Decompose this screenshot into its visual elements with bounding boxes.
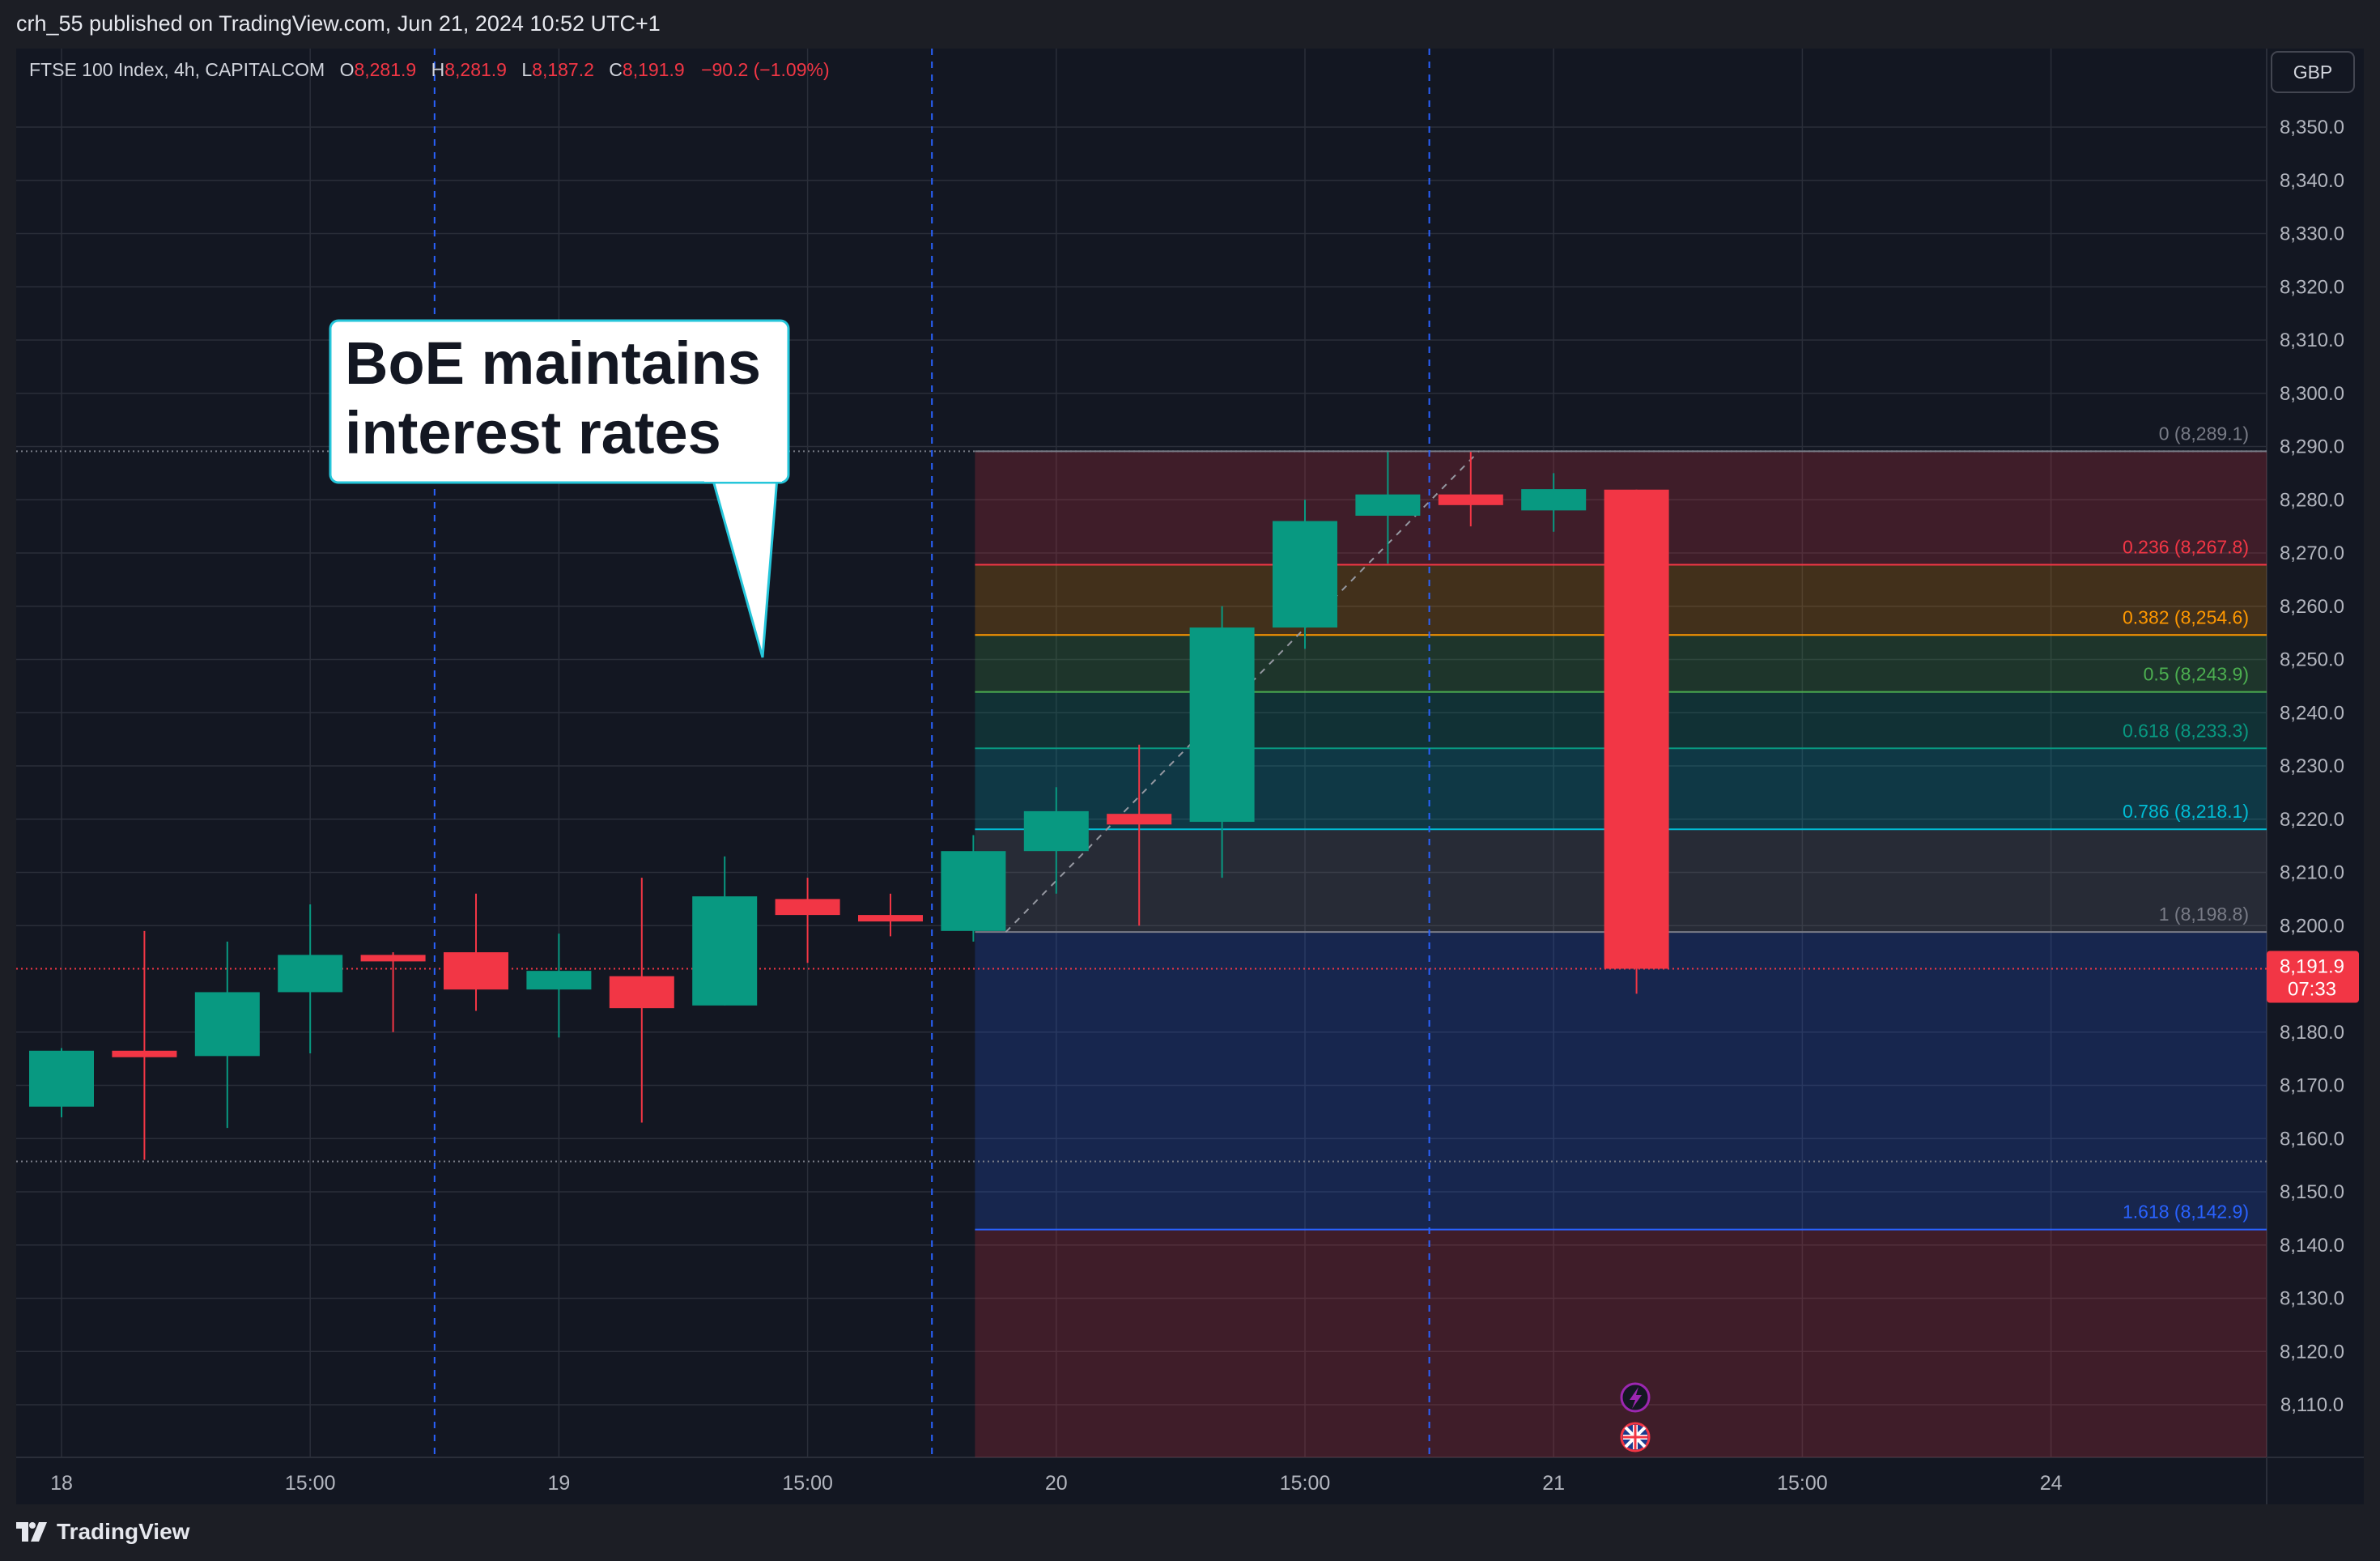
legend-open-value: 8,281.9 [354,59,416,80]
last-price-marker: 8,191.9 07:33 [2267,951,2359,1003]
legend-low-value: 8,187.2 [532,59,594,80]
tradingview-logo[interactable]: TradingView [16,1516,189,1548]
time-tick-label: 24 [2040,1472,2063,1495]
candle-body [444,952,508,990]
legend-open-label: O [340,59,355,80]
fib-band [975,932,2267,1230]
candle-body [526,971,592,990]
candle-body [360,955,426,962]
session-breaks [433,49,1430,1457]
candle-body [858,915,923,922]
candle-body [775,899,840,916]
tradingview-brand: TradingView [57,1519,190,1544]
candle-body [1023,810,1089,852]
candle-body [609,976,674,1009]
price-tick-label: 8,240.0 [2280,702,2344,724]
bottom-bar [0,1504,2380,1561]
price-tick-label: 8,320.0 [2280,276,2344,298]
fib-level-label: 0.382 (8,254.6) [2123,606,2249,627]
price-tick-label: 8,160.0 [2280,1128,2344,1150]
price-tick-label: 8,110.0 [2280,1394,2344,1416]
price-tick-label: 8,260.0 [2280,596,2344,618]
price-tick-label: 8,270.0 [2280,542,2344,564]
price-tick-label: 8,250.0 [2280,649,2344,671]
price-tick-label: 8,150.0 [2280,1181,2344,1203]
uk-flag-icon[interactable] [1620,1422,1651,1453]
candle-body [1355,494,1421,516]
annotation-callout[interactable]: BoE maintains interest rates [329,319,790,658]
time-tick-label: 15:00 [285,1472,336,1495]
price-tick-label: 8,140.0 [2280,1235,2344,1257]
price-tick-label: 8,230.0 [2280,755,2344,777]
price-tick-label: 8,340.0 [2280,170,2344,192]
tradingview-logo-icon [16,1522,47,1542]
candle-body [1107,814,1172,825]
candle-body [194,992,260,1057]
legend-low-label: L [521,59,532,80]
fib-level-label: 1.618 (8,142.9) [2123,1202,2249,1223]
callout-box [329,319,790,484]
lightning-event-icon[interactable] [1620,1382,1651,1413]
legend-symbol: FTSE 100 Index, 4h, CAPITALCOM [29,59,325,80]
candle-body [692,896,758,1006]
price-tick-label: 8,130.0 [2280,1288,2344,1310]
price-tick-label: 8,280.0 [2280,489,2344,511]
price-tick-label: 8,200.0 [2280,915,2344,937]
legend-line: FTSE 100 Index, 4h, CAPITALCOM O8,281.9 … [29,59,830,80]
time-tick-label: 15:00 [1777,1472,1828,1495]
price-tick-label: 8,310.0 [2280,330,2344,351]
price-tick-label: 8,290.0 [2280,436,2344,458]
price-tick-label: 8,220.0 [2280,809,2344,831]
fib-level-label: 1 (8,198.8) [2159,904,2249,925]
fib-band [975,1229,2267,1457]
legend-close-value: 8,191.9 [623,59,685,80]
time-tick-label: 15:00 [782,1472,833,1495]
price-tick-label: 8,300.0 [2280,383,2344,405]
candle-body [1189,627,1255,823]
price-tick-label: 8,350.0 [2280,117,2344,138]
time-tick-label: 20 [1045,1472,1068,1495]
time-axis[interactable]: 18 15:00 19 15:00 20 15:00 21 15:00 24 [50,1472,2063,1495]
candle-body [1604,489,1669,969]
candles[interactable] [29,452,1669,1160]
legend-change: −90.2 (−1.09%) [701,59,830,80]
price-tick-label: 8,170.0 [2280,1075,2344,1097]
price-tick-label: 8,210.0 [2280,862,2344,884]
price-tick-label: 8,330.0 [2280,223,2344,245]
grid [16,49,2267,1457]
published-info: crh_55 published on TradingView.com, Jun… [16,11,661,36]
fib-level-label: 0.618 (8,233.3) [2123,720,2249,741]
time-tick-label: 18 [50,1472,73,1495]
last-price-value: 8,191.9 [2280,956,2344,978]
time-tick-label: 15:00 [1280,1472,1331,1495]
fib-level-label: 0 (8,289.1) [2159,423,2249,444]
fib-level-label: 0.786 (8,218.1) [2123,801,2249,822]
annotation-line-2: interest rates [345,399,721,466]
candle-body [941,851,1006,931]
time-tick-label: 19 [547,1472,570,1495]
legend-high-label: H [431,59,445,80]
candle-body [29,1050,94,1107]
price-tick-label: 8,180.0 [2280,1022,2344,1044]
time-tick-label: 21 [1542,1472,1565,1495]
price-tick-label: 8,120.0 [2280,1341,2344,1363]
candle-body [278,955,343,993]
callout-joint [704,474,782,482]
candle-body [1521,489,1587,511]
price-axis[interactable]: 8,110.0 8,120.0 8,130.0 8,140.0 8,150.0 8,160… [2280,117,2344,1416]
legend-close-label: C [609,59,623,80]
candle-body [112,1050,177,1057]
fib-level-label: 0.5 (8,243.9) [2144,664,2249,685]
top-bar: crh_55 published on TradingView.com, Jun… [0,0,2380,49]
legend-high-value: 8,281.9 [444,59,507,80]
currency-button[interactable]: GBP [2271,51,2355,93]
candle-body [1438,494,1503,505]
last-price-countdown: 07:33 [2288,979,2336,1001]
annotation-line-1: BoE maintains [345,330,761,397]
fib-level-label: 0.236 (8,267.8) [2123,536,2249,557]
currency-label: GBP [2293,62,2333,83]
candle-body [1273,521,1337,628]
fib-level-labels: 0 (8,289.1) 0.236 (8,267.8) 0.382 (8,254.6… [2123,423,2249,1222]
